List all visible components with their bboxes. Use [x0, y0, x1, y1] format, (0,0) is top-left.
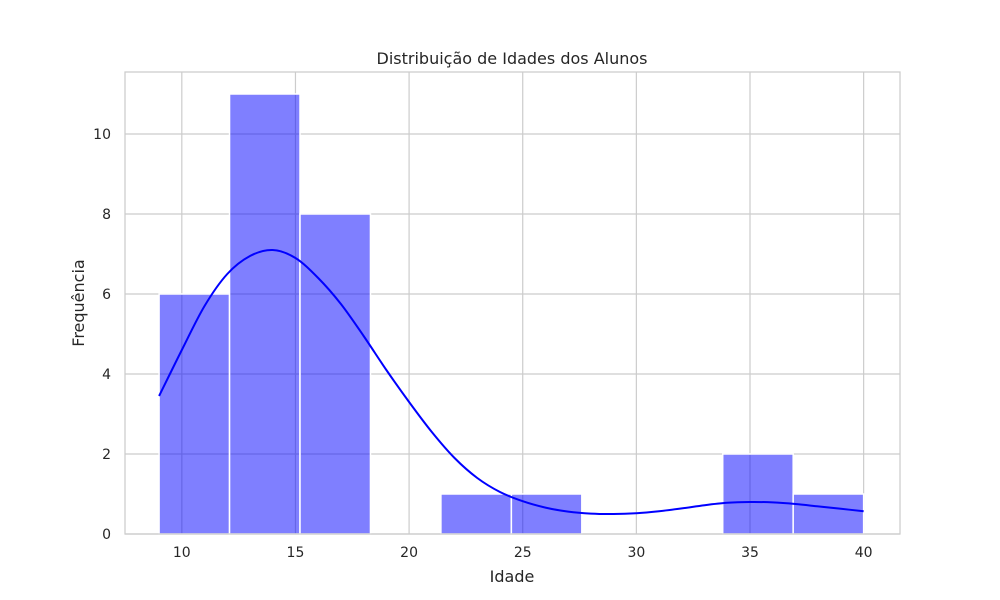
- y-tick-label: 4: [102, 367, 111, 383]
- histogram-bar: [299, 213, 372, 535]
- kde-curve-group: [158, 248, 864, 516]
- histogram-bar: [228, 93, 301, 535]
- x-tick-label: 15: [287, 545, 305, 561]
- histogram-bars: [158, 93, 865, 535]
- histogram-bar: [440, 493, 513, 535]
- x-tick-label: 40: [855, 545, 873, 561]
- x-tick-label: 30: [627, 545, 645, 561]
- y-tick-labels: 0 2 4 6 8 10: [93, 127, 111, 543]
- x-tick-labels: 10 15 20 25 30 35 40: [173, 545, 873, 561]
- plot-frame: [124, 71, 901, 535]
- x-tick-label: 25: [514, 545, 532, 561]
- y-axis-title: Frequência: [69, 259, 88, 346]
- x-tick-label: 10: [173, 545, 191, 561]
- x-tick-label: 20: [400, 545, 418, 561]
- histogram-bar: [792, 493, 865, 535]
- y-tick-label: 8: [102, 207, 111, 223]
- kde-curve: [158, 248, 864, 516]
- y-tick-label: 2: [102, 447, 111, 463]
- y-tick-label: 10: [93, 127, 111, 143]
- y-tick-label: 6: [102, 287, 111, 303]
- x-tick-label: 35: [741, 545, 759, 561]
- x-axis-title: Idade: [490, 567, 535, 586]
- chart-title: Distribuição de Idades dos Alunos: [377, 49, 648, 68]
- histogram-bar: [721, 453, 794, 535]
- y-tick-label: 0: [102, 527, 111, 543]
- histogram-bar: [158, 293, 231, 535]
